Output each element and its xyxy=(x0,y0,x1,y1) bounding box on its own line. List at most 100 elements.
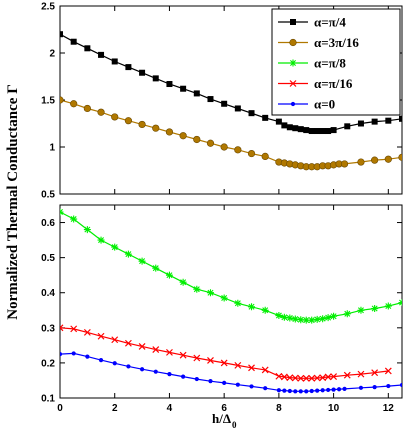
series-alpha-3pi-16-point xyxy=(206,139,215,147)
bottom-x-tick-label: 8 xyxy=(276,403,282,414)
series-alpha-3pi-16-point xyxy=(247,149,256,158)
series-alpha-pi-8-point xyxy=(330,312,338,320)
series-alpha-pi-16-point xyxy=(384,367,392,375)
series-alpha-pi-8-point xyxy=(371,305,379,313)
series-alpha-3pi-16 xyxy=(60,96,402,171)
top-panel-series xyxy=(60,31,402,171)
series-alpha-pi-8-point xyxy=(220,294,228,302)
series-alpha-pi-4-point xyxy=(70,38,77,45)
series-alpha-pi-16-point xyxy=(124,339,132,347)
series-alpha-pi-16-point xyxy=(138,342,146,350)
legend-entry-alpha-pi-4: α=π/4 xyxy=(278,15,346,30)
series-alpha-pi-16-point xyxy=(324,373,332,381)
series-alpha-pi-4-point xyxy=(325,128,332,135)
series-alpha-pi-16-point xyxy=(261,366,269,374)
series-alpha-pi-8-point xyxy=(261,306,269,314)
series-alpha-0 xyxy=(60,351,402,394)
series-alpha-0-point xyxy=(249,384,254,389)
series-alpha-pi-8-point xyxy=(111,243,119,251)
legend-swatch-marker-alpha-0 xyxy=(290,101,296,107)
series-alpha-0-point xyxy=(298,389,303,394)
series-alpha-pi-16-point xyxy=(330,373,338,381)
series-alpha-0-point xyxy=(194,376,199,382)
series-alpha-3pi-16-point xyxy=(165,128,174,136)
series-alpha-pi-8-point xyxy=(384,302,392,310)
legend-swatch-marker-alpha-pi-16 xyxy=(289,80,297,87)
series-alpha-pi-16-point xyxy=(275,372,283,380)
legend: α=π/4 α=3π/16 α=π/8 α=π/16 α=0 xyxy=(271,8,401,116)
series-alpha-pi-16-point xyxy=(357,370,365,378)
series-alpha-pi-4-point xyxy=(207,96,214,103)
bottom-x-tick-label: 12 xyxy=(383,403,395,414)
series-alpha-pi-16-point xyxy=(308,374,316,382)
legend-entry-alpha-3pi-16: α=3π/16 xyxy=(278,35,359,50)
series-alpha-pi-4-point xyxy=(385,117,392,124)
series-alpha-pi-16-point xyxy=(248,364,255,372)
series-alpha-pi-8-point xyxy=(70,215,78,223)
bot-y-tick-label: 0.5 xyxy=(41,253,55,264)
series-alpha-0-point xyxy=(282,388,287,393)
series-alpha-pi-4-point xyxy=(330,127,337,134)
series-alpha-3pi-16-point xyxy=(261,152,269,160)
x-axis-title-main: h/Δ xyxy=(212,411,231,426)
series-alpha-pi-16-point xyxy=(297,374,305,382)
series-alpha-pi-4-point xyxy=(125,64,132,71)
series-alpha-0-point xyxy=(85,354,90,359)
series-alpha-pi-4-point xyxy=(399,115,402,122)
series-alpha-pi-8-point xyxy=(206,289,214,297)
series-alpha-pi-8-point xyxy=(319,315,327,323)
top-y-tick-label: 2 xyxy=(49,49,55,60)
series-alpha-pi-4-point xyxy=(308,128,315,135)
series-alpha-pi-16-point xyxy=(291,374,299,382)
legend-swatch-marker-alpha-3pi-16 xyxy=(289,38,297,47)
series-alpha-pi-16-point xyxy=(302,374,310,382)
series-alpha-pi-16-point xyxy=(60,324,64,332)
bot-y-tick-label: 0.1 xyxy=(41,394,55,405)
series-alpha-3pi-16-point xyxy=(111,113,119,121)
series-alpha-3pi-16-point xyxy=(398,153,402,161)
series-alpha-pi-8-point xyxy=(152,264,160,272)
legend-swatch-marker-alpha-pi-4 xyxy=(290,19,296,25)
top-y-tick-label: 2.5 xyxy=(41,2,55,13)
series-alpha-0-point xyxy=(358,385,364,390)
series-alpha-pi-4-point xyxy=(319,128,326,135)
series-alpha-pi-4-point xyxy=(139,69,146,76)
series-alpha-pi-4-point xyxy=(281,122,288,129)
series-alpha-pi-16-point xyxy=(286,374,294,382)
series-alpha-0-point xyxy=(304,389,309,394)
series-alpha-0-point xyxy=(315,388,320,393)
series-alpha-0-point xyxy=(167,372,172,377)
series-alpha-pi-4-point xyxy=(344,123,351,130)
series-alpha-pi-8-point xyxy=(275,312,283,320)
series-alpha-3pi-16-point xyxy=(60,96,64,104)
bottom-x-tick-label: 2 xyxy=(112,403,118,414)
series-alpha-pi-4-point xyxy=(357,120,364,127)
series-alpha-pi-8-point xyxy=(179,278,187,286)
series-alpha-pi-16-point xyxy=(207,357,214,364)
series-alpha-pi-4-point xyxy=(152,75,159,82)
series-alpha-pi-16-point xyxy=(111,336,119,344)
series-alpha-pi-4-point xyxy=(98,51,105,58)
series-alpha-0-point xyxy=(208,379,213,384)
series-alpha-pi-8-point xyxy=(302,316,310,324)
series-alpha-pi-8-point xyxy=(398,299,402,307)
series-alpha-pi-8-point xyxy=(165,271,173,279)
series-alpha-pi-8-point xyxy=(297,316,305,324)
series-alpha-3pi-16-point xyxy=(138,120,146,129)
series-alpha-3pi-16-point xyxy=(152,124,160,132)
series-alpha-0-point xyxy=(71,351,76,356)
bot-y-tick-label: 0.6 xyxy=(41,218,55,229)
series-alpha-pi-8-point xyxy=(286,314,294,322)
legend-swatch-marker-alpha-pi-8 xyxy=(289,59,297,67)
series-alpha-3pi-16-point xyxy=(70,100,78,108)
series-alpha-0-point xyxy=(181,374,186,379)
series-alpha-pi-16-point xyxy=(193,354,201,362)
series-alpha-pi-4-point xyxy=(262,114,269,121)
series-alpha-pi-16-point xyxy=(280,373,288,381)
legend-label-alpha-0: α=0 xyxy=(314,97,335,112)
series-alpha-pi-16-point xyxy=(97,332,105,340)
series-alpha-pi-16-point xyxy=(371,369,379,377)
series-alpha-pi-16-point xyxy=(313,374,321,382)
series-alpha-3pi-16-point xyxy=(124,117,132,125)
series-alpha-0-point xyxy=(139,367,145,372)
